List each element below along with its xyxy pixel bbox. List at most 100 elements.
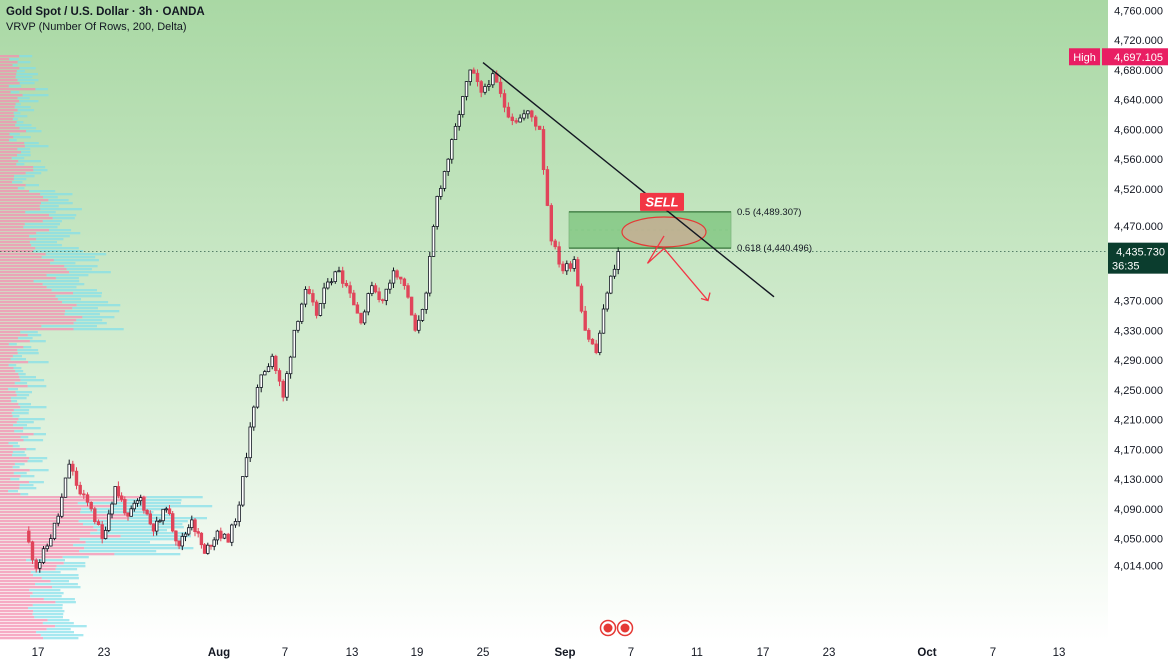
candle-body (428, 255, 432, 294)
volume-bar-buy (33, 433, 46, 436)
volume-bar-buy (127, 499, 182, 502)
volume-bar-sell (0, 82, 20, 85)
volume-bar-buy (51, 289, 97, 292)
volume-bar-sell (0, 175, 15, 178)
projection-path[interactable] (646, 235, 709, 301)
volume-bar-sell (0, 181, 13, 184)
candle-body (274, 355, 278, 371)
candle-body (431, 226, 436, 257)
candle-body (537, 125, 542, 130)
candle-body (439, 187, 443, 197)
volume-bar-sell (0, 571, 31, 574)
volume-bar-buy (55, 625, 87, 628)
volume-bar-buy (76, 304, 121, 307)
candle-body (609, 275, 613, 294)
volume-bar-sell (0, 589, 30, 592)
volume-bar-buy (13, 136, 31, 139)
x-axis: 17 23 Aug 7 13 19 25 Sep 7 11 17 23 Oct 7 13 (32, 647, 1066, 659)
candle-body (119, 495, 124, 500)
candle-body (377, 291, 381, 300)
sell-badge[interactable] (640, 192, 684, 211)
candle-body (526, 110, 530, 115)
volume-bar-buy (24, 142, 39, 145)
y-tick-label: 4,170.000 (1114, 444, 1163, 456)
candle-body (113, 486, 117, 505)
drawings: 0.5 (4,489.307) 0.618 (4,440.496) SELL (0, 62, 1108, 302)
volume-bar-buy (53, 259, 99, 262)
volume-bar-buy (79, 550, 157, 553)
time-axis-pane[interactable] (0, 640, 1170, 665)
volume-bar-sell (0, 412, 12, 415)
volume-bar-buy (55, 295, 102, 298)
volume-bar-buy (18, 403, 31, 406)
volume-bar-sell (0, 94, 23, 97)
volume-bar-sell (0, 583, 36, 586)
candle-body (406, 285, 410, 298)
y-tick-label: 4,520.000 (1114, 184, 1163, 196)
candle-body (145, 509, 149, 515)
candle-body (110, 503, 114, 515)
volume-bar-buy (25, 172, 42, 175)
volume-bar-buy (41, 256, 96, 259)
volume-bar-buy (32, 613, 64, 616)
volume-bar-buy (35, 247, 79, 250)
volume-bar-sell (0, 409, 14, 412)
candle-body (190, 519, 194, 529)
candle-body (170, 513, 175, 532)
volume-bar-sell (0, 142, 25, 145)
x-tick-label: 17 (757, 647, 770, 659)
candle-body (116, 486, 121, 497)
economic-events[interactable] (599, 619, 634, 637)
volume-bar-sell (0, 496, 147, 499)
candle-body (388, 282, 392, 290)
volume-bar-buy (33, 610, 65, 613)
volume-bar-sell (0, 514, 130, 517)
volume-bar-sell (0, 361, 29, 364)
volume-bar-sell (0, 406, 21, 409)
volume-bar-buy (23, 439, 44, 442)
current-price-value: 4,435.730 (1116, 247, 1165, 259)
candle-body (259, 374, 263, 388)
volume-bar-sell (0, 604, 33, 607)
high-label: High (1073, 52, 1096, 64)
volume-bar-buy (13, 178, 27, 181)
price-axis-pane[interactable] (1108, 0, 1170, 640)
candle-body (601, 308, 606, 334)
y-axis: 4,760.000 4,720.000 4,680.000 4,640.000 4,60… (1069, 6, 1168, 572)
candle-body (553, 240, 557, 248)
trend-line[interactable] (482, 62, 775, 298)
y-tick-label: 4,210.000 (1114, 415, 1163, 427)
volume-bar-sell (0, 109, 18, 112)
volume-bar-sell (0, 223, 25, 226)
candle-body (616, 251, 620, 270)
volume-bar-sell (0, 367, 14, 370)
volume-bar-buy (20, 406, 47, 409)
volume-bar-buy (19, 484, 34, 487)
volume-bar-sell (0, 391, 16, 394)
volume-bar-buy (46, 628, 71, 631)
volume-bar-sell (0, 511, 81, 514)
volume-bar-sell (0, 103, 16, 106)
volume-bar-buy (76, 319, 103, 322)
volume-bar-buy (19, 67, 36, 70)
volume-bar-buy (36, 232, 81, 235)
volume-bar-buy (97, 529, 167, 532)
candle-body (237, 504, 241, 522)
candle-body (67, 463, 71, 479)
volume-bar-buy (32, 592, 64, 595)
volume-bar-sell (0, 475, 21, 478)
candle-body (307, 288, 311, 294)
candle-body (151, 523, 156, 532)
volume-bar-buy (29, 589, 61, 592)
volume-bar-buy (62, 301, 109, 304)
volume-bar-sell (0, 382, 15, 385)
volume-bar-buy (20, 493, 29, 496)
candle-body (442, 171, 447, 189)
volume-bar-buy (49, 229, 72, 232)
current-price-badge (1108, 242, 1168, 274)
x-tick-label: 7 (628, 647, 634, 659)
indicator-legend[interactable]: VRVP (Number Of Rows, 200, Delta) (6, 21, 187, 33)
volume-bar-buy (57, 298, 81, 301)
candle-body (252, 406, 256, 428)
